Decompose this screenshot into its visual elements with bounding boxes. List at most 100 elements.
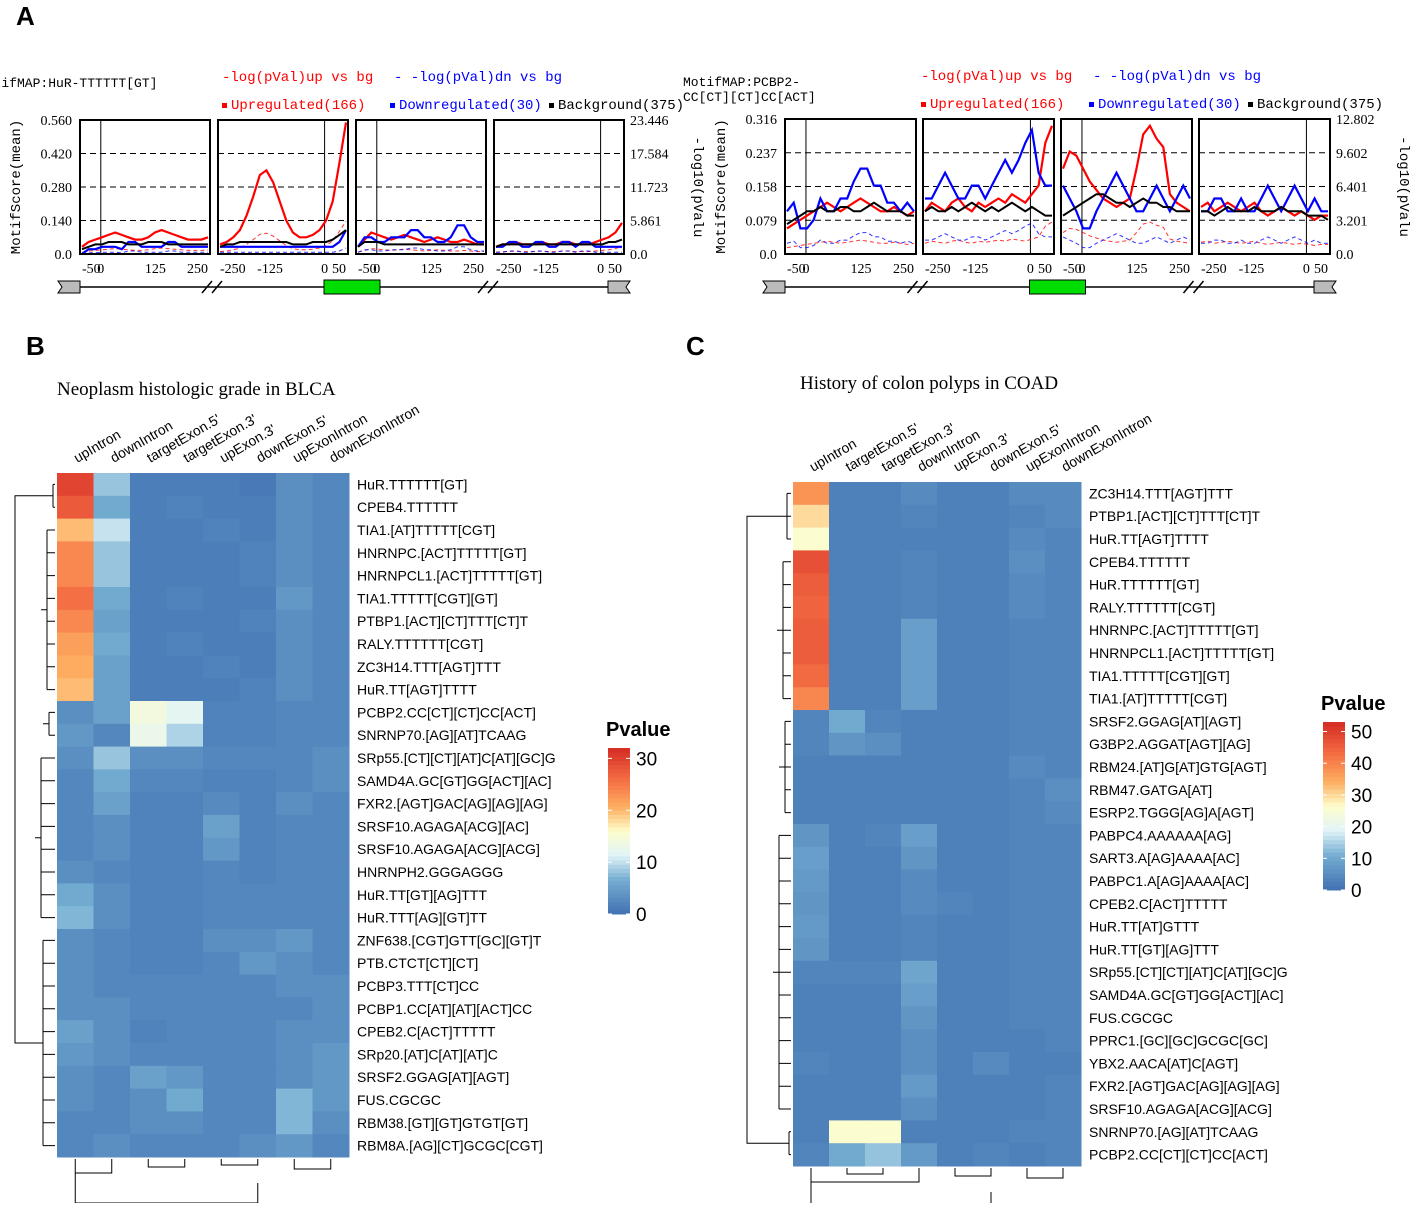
- xtick-label: -50: [1063, 262, 1082, 277]
- heatmap-cell: [937, 1029, 974, 1053]
- heatmap-cell: [829, 596, 866, 620]
- heatmap-cell: [829, 618, 866, 643]
- row-dendrogram: [14, 483, 55, 1147]
- legend-gradient-step: [1323, 843, 1345, 849]
- heatmap-cell: [1045, 482, 1082, 506]
- coad-heatmap: History of colon polyps in COADupIntront…: [746, 373, 1385, 1208]
- panel-label-b: B: [26, 331, 45, 361]
- row-label: HuR.TTTTTT[GT]: [1089, 577, 1199, 593]
- xtick-label: 0: [373, 262, 380, 277]
- heatmap-cell: [130, 746, 167, 770]
- heatmap-cell: [93, 632, 131, 656]
- ytick-label: 0.140: [41, 215, 73, 230]
- xtick-label: -125: [257, 262, 283, 277]
- heatmap-cell: [276, 1065, 313, 1090]
- series-line-upregulated: [219, 122, 348, 246]
- heatmap-cell: [1045, 755, 1082, 779]
- y-axis-right-label: -log10(pValu: [689, 137, 705, 238]
- legend-gradient-step: [608, 876, 630, 882]
- heatmap-cell: [312, 495, 350, 520]
- heatmap-cell: [130, 769, 167, 793]
- heatmap-cell: [1009, 596, 1046, 620]
- heatmap-cell: [203, 997, 240, 1021]
- heatmap-cell: [901, 1006, 938, 1030]
- heatmap-cell: [1045, 1006, 1082, 1030]
- legend-title: Pvalue: [1321, 693, 1385, 715]
- legend-gradient-step: [608, 822, 630, 828]
- legend-gradient-step: [608, 860, 630, 865]
- heatmap-cell: [312, 564, 350, 588]
- heatmap-cell: [166, 997, 204, 1021]
- row-label: HuR.TT[GT][AG]TTT: [357, 887, 487, 903]
- heatmap-cell: [276, 929, 313, 953]
- heatmap-cell: [239, 609, 277, 634]
- heatmap-cell: [829, 504, 866, 529]
- heatmap-cell: [973, 550, 1010, 574]
- heatmap-cell: [239, 792, 277, 816]
- heatmap-cell: [130, 518, 167, 542]
- heatmap-cell: [829, 1074, 866, 1099]
- heatmap-cell: [973, 573, 1010, 597]
- xtick-label: -50: [787, 262, 806, 277]
- series-line-downregulated: [220, 229, 347, 248]
- heatmap-cell: [166, 929, 204, 953]
- heatmap-cell: [130, 1111, 167, 1135]
- row-label: PTBP1.[ACT][CT]TTT[CT]T: [1089, 508, 1261, 524]
- legend-gradient-step: [1323, 768, 1345, 773]
- heatmap-cell: [1045, 1029, 1082, 1053]
- row-label: RBM38.[GT][GT]GTGT[GT]: [357, 1115, 528, 1131]
- legend-dn-swatch: [390, 103, 395, 108]
- series-line-upregulated: [786, 197, 915, 230]
- heatmap-cell: [1009, 846, 1046, 871]
- ytick-right-label: 0.0: [630, 248, 648, 263]
- heatmap-cell: [865, 482, 902, 506]
- row-label: HNRNPC.[ACT]TTTTT[GT]: [1089, 622, 1259, 638]
- heatmap-cell: [276, 1020, 313, 1044]
- heatmap-cell: [166, 632, 204, 656]
- heatmap-cell: [793, 1029, 830, 1053]
- heatmap-cell: [93, 587, 131, 611]
- heatmap-cell: [1009, 732, 1046, 757]
- heatmap-cell: [829, 1029, 866, 1053]
- heatmap-cell: [239, 495, 277, 520]
- row-label: HNRNPCL1.[ACT]TTTTT[GT]: [1089, 645, 1274, 661]
- heatmap-cell: [203, 1088, 240, 1112]
- heatmap-cell: [130, 1065, 167, 1090]
- ytick-right-label: 5.861: [630, 215, 662, 230]
- heatmap-cell: [312, 541, 350, 565]
- y-axis-label: MotifScore(mean): [714, 119, 730, 253]
- heatmap-cell: [93, 473, 131, 497]
- legend-gradient-step: [1323, 785, 1345, 790]
- heatmap-cell: [901, 915, 938, 939]
- region-box-frame: [217, 119, 349, 255]
- heatmap-cell: [312, 723, 350, 748]
- heatmap-cell: [239, 541, 277, 565]
- series-line-background: [924, 201, 1052, 217]
- row-label: FXR2.[AGT]GAC[AG][AG][AG]: [1089, 1078, 1280, 1094]
- heatmap-cell: [130, 1043, 167, 1067]
- intron-break: [906, 280, 929, 294]
- xtick-label: 50: [332, 262, 346, 277]
- heatmap-cell: [57, 837, 94, 862]
- target-exon: [323, 279, 381, 295]
- heatmap-cell: [239, 701, 277, 725]
- heatmap-cell: [93, 1020, 131, 1044]
- row-label: TIA1.TTTTT[CGT][GT]: [357, 590, 498, 606]
- legend-tick-label: 50: [1351, 723, 1372, 744]
- row-label: PTBP1.[ACT][CT]TTT[CT]T: [357, 613, 529, 629]
- legend-gradient-step: [1323, 738, 1345, 744]
- heatmap-cell: [239, 951, 277, 976]
- legend-gradient-step: [608, 793, 630, 799]
- heatmap-cell: [865, 892, 902, 916]
- heatmap-cell: [57, 723, 94, 748]
- heatmap-cell: [166, 837, 204, 862]
- target-exon: [1029, 279, 1086, 295]
- ytick-label: 0.420: [41, 148, 73, 163]
- heatmap-cell: [93, 997, 131, 1021]
- legend-dn-swatch: [1089, 102, 1094, 107]
- heatmap-cell: [93, 974, 131, 998]
- legend-tick-label: 0: [1351, 881, 1362, 902]
- row-label: YBX2.AACA[AT]C[AGT]: [1089, 1055, 1238, 1071]
- legend-gradient-step: [608, 752, 630, 757]
- heatmap-cell: [829, 1052, 866, 1076]
